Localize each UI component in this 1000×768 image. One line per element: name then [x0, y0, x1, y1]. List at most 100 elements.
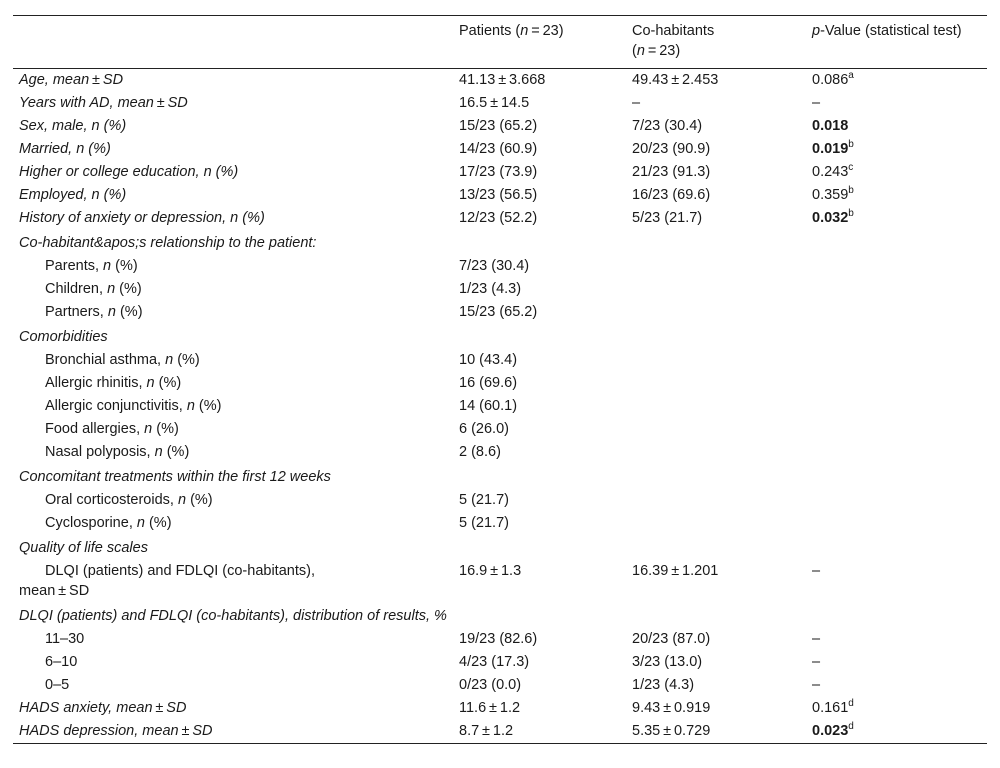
- cell-patients: 2 (8.6): [459, 444, 501, 460]
- header-p-value: p-Value (statistical test): [812, 23, 962, 39]
- cell-cohabitants: 49.43 ± 2.453: [632, 72, 719, 88]
- cell-patients: 14 (60.1): [459, 398, 518, 414]
- cell-p-value: 0.023d: [812, 721, 854, 740]
- cell-p-value: 0.032b: [812, 208, 854, 227]
- table-row: Partners, n (%) 15/23 (65.2): [13, 301, 987, 324]
- row-label: Bronchial asthma, n (%): [45, 352, 200, 368]
- section-row: Quality of life scales: [13, 535, 987, 560]
- table-row: Sex, male, n (%) 15/23 (65.2) 7/23 (30.4…: [13, 115, 987, 138]
- cell-p-value: 0.086a: [812, 70, 854, 89]
- cell-patients: 7/23 (30.4): [459, 258, 530, 274]
- row-label: Food allergies, n (%): [45, 421, 179, 437]
- row-label: Higher or college education, n (%): [19, 164, 239, 180]
- row-label: Sex, male, n (%): [19, 118, 127, 134]
- cell-p-value: –: [812, 654, 821, 670]
- cell-cohabitants: 20/23 (90.9): [632, 141, 711, 157]
- header-cohabitants: Co-habitants (n = 23): [632, 23, 715, 59]
- cell-patients: 15/23 (65.2): [459, 118, 538, 134]
- row-label: 6–10: [45, 654, 78, 670]
- section-heading: Co-habitant&apos;s relationship to the p…: [19, 235, 317, 251]
- cell-cohabitants: 9.43 ± 0.919: [632, 700, 711, 716]
- row-label: Allergic rhinitis, n (%): [45, 375, 182, 391]
- cell-patients: 19/23 (82.6): [459, 631, 538, 647]
- row-label: 0–5: [45, 677, 70, 693]
- row-label: Cyclosporine, n (%): [45, 515, 172, 531]
- cell-cohabitants: 16/23 (69.6): [632, 187, 711, 203]
- cell-cohabitants: 20/23 (87.0): [632, 631, 711, 647]
- table-row: 0–5 0/23 (0.0) 1/23 (4.3) –: [13, 674, 987, 697]
- cell-p-value: –: [812, 95, 821, 111]
- row-label: Married, n (%): [19, 141, 111, 157]
- row-label: 11–30: [45, 631, 85, 647]
- cell-patients: 41.13 ± 3.668: [459, 72, 546, 88]
- table-row: 11–30 19/23 (82.6) 20/23 (87.0) –: [13, 628, 987, 651]
- cell-patients: 13/23 (56.5): [459, 187, 538, 203]
- table-row: Cyclosporine, n (%) 5 (21.7): [13, 512, 987, 535]
- cell-cohabitants: 5.35 ± 0.729: [632, 723, 711, 739]
- section-row: Comorbidities: [13, 324, 987, 349]
- cell-patients: 0/23 (0.0): [459, 677, 522, 693]
- row-label: Employed, n (%): [19, 187, 127, 203]
- header-patients: Patients (n = 23): [459, 23, 564, 39]
- row-label: Nasal polyposis, n (%): [45, 444, 190, 460]
- cell-patients: 5 (21.7): [459, 515, 509, 531]
- table-row: DLQI (patients) and FDLQI (co-habitants)…: [13, 560, 987, 603]
- section-row: Co-habitant&apos;s relationship to the p…: [13, 230, 987, 255]
- row-label: Years with AD, mean ± SD: [19, 95, 188, 111]
- row-label: HADS anxiety, mean ± SD: [19, 700, 187, 716]
- cell-patients: 1/23 (4.3): [459, 281, 522, 297]
- header-empty: [13, 16, 453, 69]
- row-label: Parents, n (%): [45, 258, 138, 274]
- cell-patients: 17/23 (73.9): [459, 164, 538, 180]
- cell-patients: 10 (43.4): [459, 352, 518, 368]
- row-label: Children, n (%): [45, 281, 142, 297]
- cell-cohabitants: 5/23 (21.7): [632, 210, 703, 226]
- cell-p-value: –: [812, 563, 821, 579]
- section-heading: Quality of life scales: [19, 540, 148, 556]
- cell-patients: 15/23 (65.2): [459, 304, 538, 320]
- table-row: History of anxiety or depression, n (%) …: [13, 207, 987, 230]
- table-row: Nasal polyposis, n (%) 2 (8.6): [13, 441, 987, 464]
- cell-patients: 16 (69.6): [459, 375, 518, 391]
- cell-cohabitants: –: [632, 95, 641, 111]
- cell-p-value: 0.018: [812, 118, 849, 134]
- cell-patients: 5 (21.7): [459, 492, 509, 508]
- section-heading: Concomitant treatments within the first …: [19, 469, 331, 485]
- cell-patients: 4/23 (17.3): [459, 654, 530, 670]
- cell-patients: 12/23 (52.2): [459, 210, 538, 226]
- table-row: Allergic conjunctivitis, n (%) 14 (60.1): [13, 395, 987, 418]
- cell-p-value: 0.243c: [812, 162, 854, 181]
- demographics-table: Patients (n = 23) Co-habitants (n = 23) p…: [13, 15, 987, 744]
- row-label: Oral corticosteroids, n (%): [45, 492, 213, 508]
- cell-cohabitants: 16.39 ± 1.201: [632, 563, 719, 579]
- section-row: Concomitant treatments within the first …: [13, 464, 987, 489]
- table-row: Allergic rhinitis, n (%) 16 (69.6): [13, 372, 987, 395]
- cell-p-value: 0.161d: [812, 698, 854, 717]
- table-row: Married, n (%) 14/23 (60.9) 20/23 (90.9)…: [13, 138, 987, 161]
- table-row: Employed, n (%) 13/23 (56.5) 16/23 (69.6…: [13, 184, 987, 207]
- row-label: Age, mean ± SD: [19, 72, 124, 88]
- cell-cohabitants: 3/23 (13.0): [632, 654, 703, 670]
- cell-cohabitants: 7/23 (30.4): [632, 118, 703, 134]
- cell-patients: 11.6 ± 1.2: [459, 700, 521, 716]
- row-label: Partners, n (%): [45, 304, 143, 320]
- row-label: HADS depression, mean ± SD: [19, 723, 213, 739]
- row-label: Allergic conjunctivitis, n (%): [45, 398, 222, 414]
- cell-patients: 14/23 (60.9): [459, 141, 538, 157]
- row-label: DLQI (patients) and FDLQI (co-habitants)…: [19, 563, 315, 599]
- table-row: Parents, n (%) 7/23 (30.4): [13, 255, 987, 278]
- cell-p-value: 0.359b: [812, 185, 854, 204]
- cell-cohabitants: 21/23 (91.3): [632, 164, 711, 180]
- table-row: Years with AD, mean ± SD 16.5 ± 14.5 – –: [13, 92, 987, 115]
- row-label: History of anxiety or depression, n (%): [19, 210, 265, 226]
- section-heading: DLQI (patients) and FDLQI (co-habitants)…: [19, 608, 447, 624]
- section-heading: Comorbidities: [19, 329, 108, 345]
- cell-p-value: –: [812, 677, 821, 693]
- table-row: Higher or college education, n (%) 17/23…: [13, 161, 987, 184]
- table-row: 6–10 4/23 (17.3) 3/23 (13.0) –: [13, 651, 987, 674]
- cell-patients: 6 (26.0): [459, 421, 509, 437]
- table-row: HADS anxiety, mean ± SD 11.6 ± 1.2 9.43 …: [13, 697, 987, 720]
- table-row: Bronchial asthma, n (%) 10 (43.4): [13, 349, 987, 372]
- table-row: Age, mean ± SD 41.13 ± 3.668 49.43 ± 2.4…: [13, 69, 987, 93]
- section-row: DLQI (patients) and FDLQI (co-habitants)…: [13, 603, 987, 628]
